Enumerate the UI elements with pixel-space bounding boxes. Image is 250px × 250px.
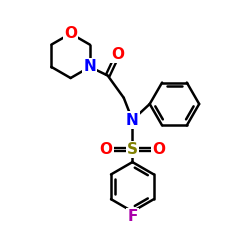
Text: N: N <box>84 60 96 74</box>
Text: N: N <box>126 112 139 128</box>
Text: O: O <box>152 142 165 157</box>
Text: F: F <box>127 209 138 224</box>
Text: S: S <box>127 142 138 157</box>
Text: O: O <box>100 142 112 157</box>
Text: O: O <box>64 26 77 41</box>
Text: O: O <box>111 47 124 62</box>
